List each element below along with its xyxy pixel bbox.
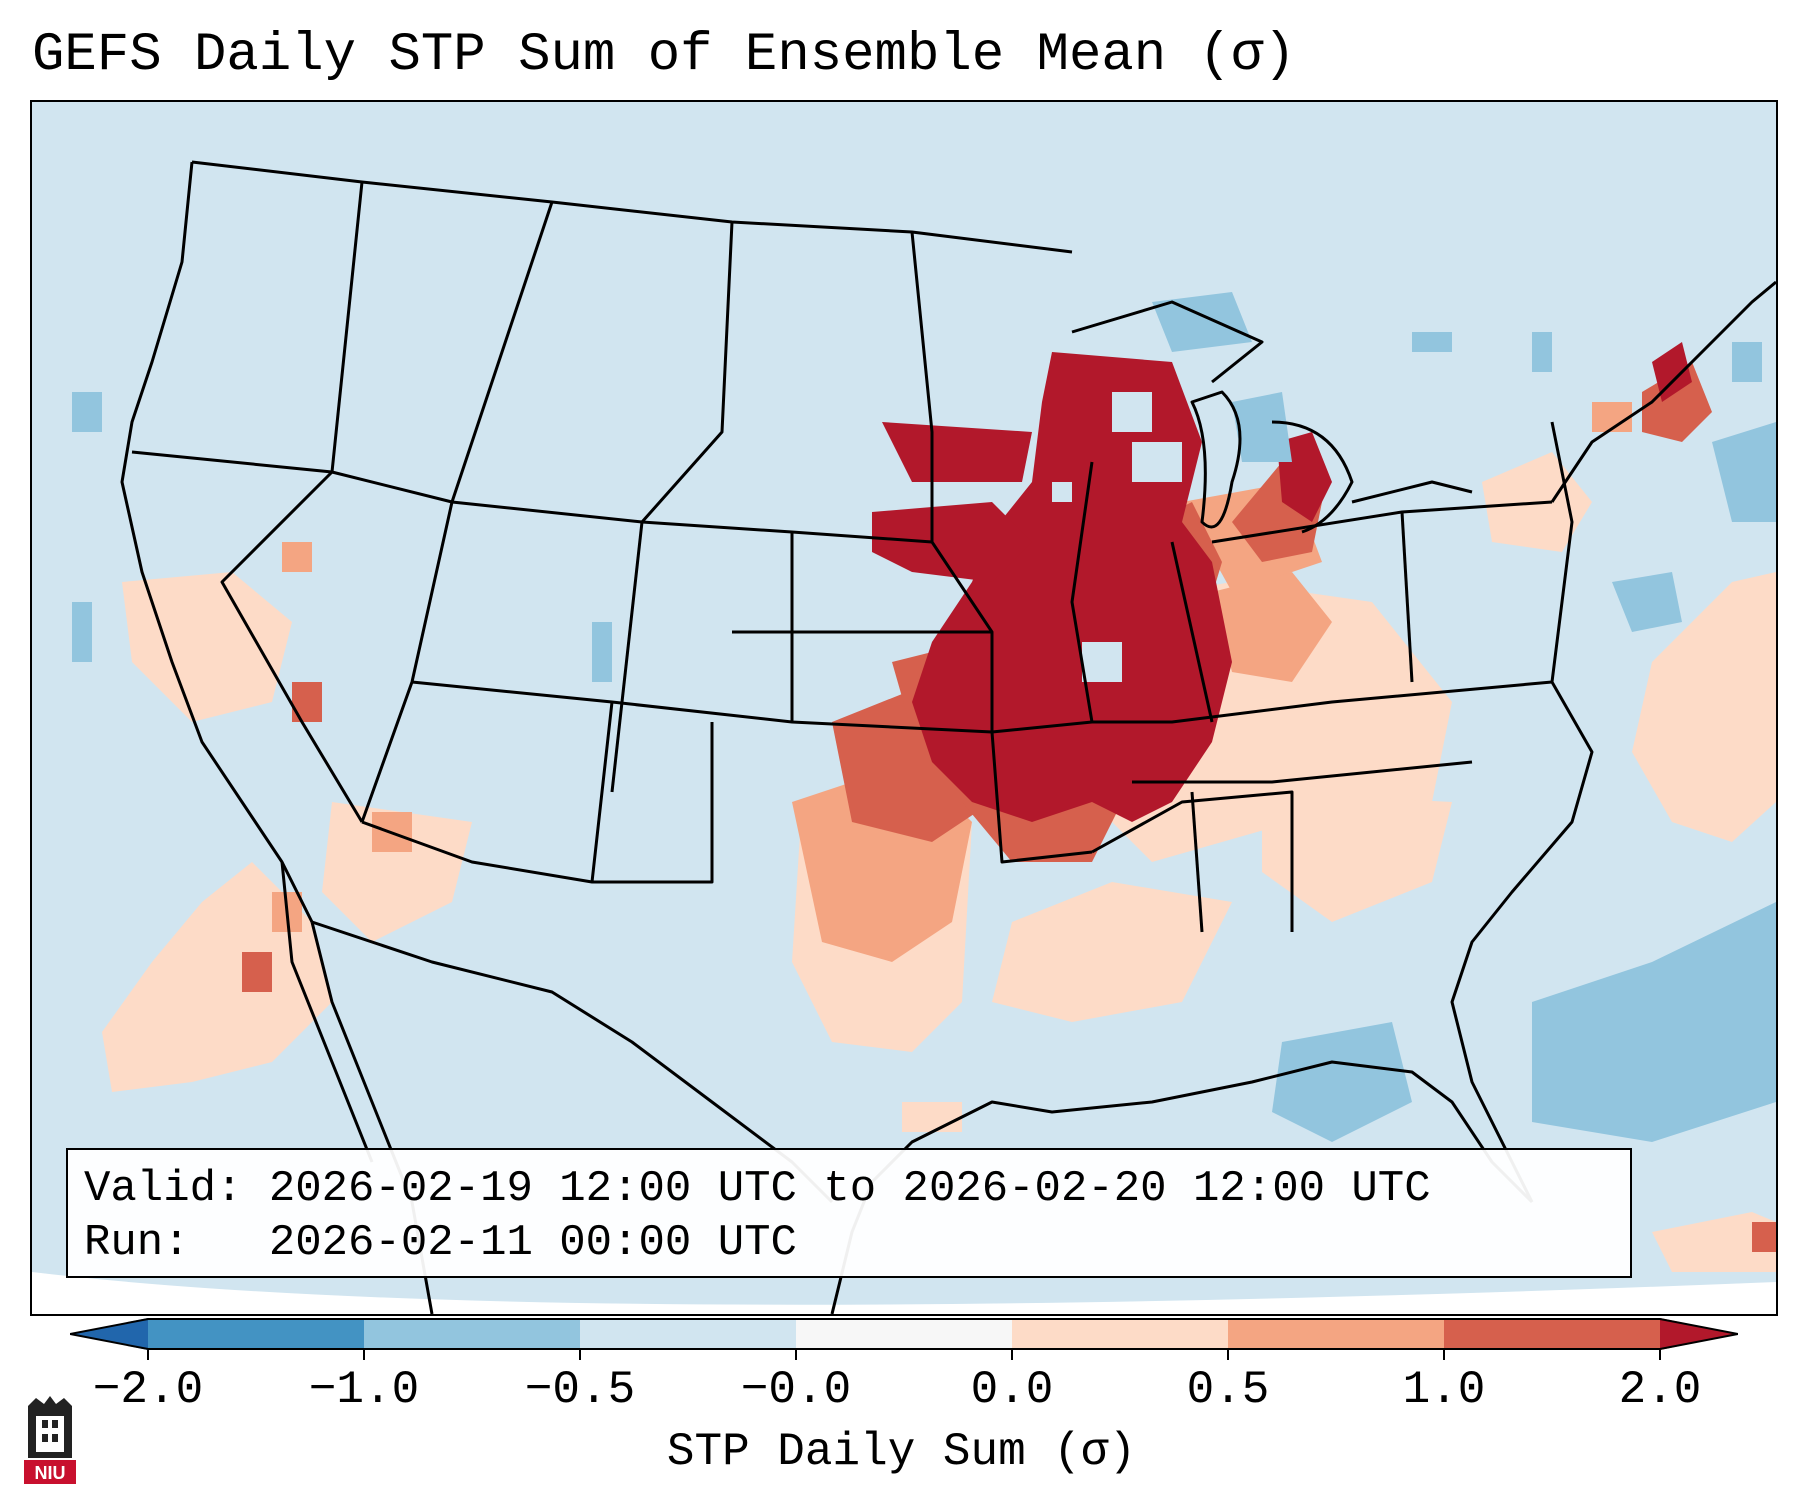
colorbar-tick-label: 0.5 bbox=[1186, 1364, 1270, 1416]
colorbar-segment bbox=[364, 1318, 581, 1350]
logo-text: NIU bbox=[35, 1463, 66, 1483]
colorbar-segment bbox=[1444, 1318, 1661, 1350]
colorbar-tick-label: −1.0 bbox=[308, 1364, 420, 1416]
niu-logo: NIU bbox=[22, 1394, 78, 1486]
colorbar-tick-label: 2.0 bbox=[1618, 1364, 1702, 1416]
colorbar-segment bbox=[1228, 1318, 1445, 1350]
colorbar-segment bbox=[796, 1318, 1013, 1350]
colorbar-segment bbox=[148, 1318, 365, 1350]
colorbar-tick-label: −0.5 bbox=[524, 1364, 636, 1416]
colorbar-tick-label: 0.0 bbox=[970, 1364, 1054, 1416]
colorbar-svg bbox=[69, 1318, 1739, 1360]
colorbar-segment bbox=[580, 1318, 797, 1350]
colorbar-tick-label: −2.0 bbox=[92, 1364, 204, 1416]
colorbar bbox=[69, 1318, 1739, 1360]
map-canvas bbox=[32, 160, 1776, 1314]
logo-banner bbox=[24, 1460, 76, 1484]
valid-run-box: Valid: 2026-02-19 12:00 UTC to 2026-02-2… bbox=[66, 1148, 1632, 1278]
run-line: Run: 2026-02-11 00:00 UTC bbox=[84, 1218, 797, 1268]
map-title: GEFS Daily STP Sum of Ensemble Mean (σ) bbox=[32, 25, 1296, 86]
colorbar-extend-low bbox=[70, 1318, 148, 1350]
colorbar-tick-label: 1.0 bbox=[1402, 1364, 1486, 1416]
state-borders bbox=[120, 160, 1776, 1314]
projection-edge bbox=[32, 1272, 1776, 1314]
colorbar-tick-label: −0.0 bbox=[740, 1364, 852, 1416]
colorbar-segment bbox=[1012, 1318, 1229, 1350]
anomaly-holes bbox=[1052, 392, 1182, 682]
stp-map bbox=[30, 100, 1778, 1316]
colorbar-extend-high bbox=[1660, 1318, 1738, 1350]
anomaly-light-blue bbox=[72, 292, 1776, 1142]
colorbar-label: STP Daily Sum (σ) bbox=[666, 1426, 1137, 1478]
valid-line: Valid: 2026-02-19 12:00 UTC to 2026-02-2… bbox=[84, 1164, 1431, 1214]
